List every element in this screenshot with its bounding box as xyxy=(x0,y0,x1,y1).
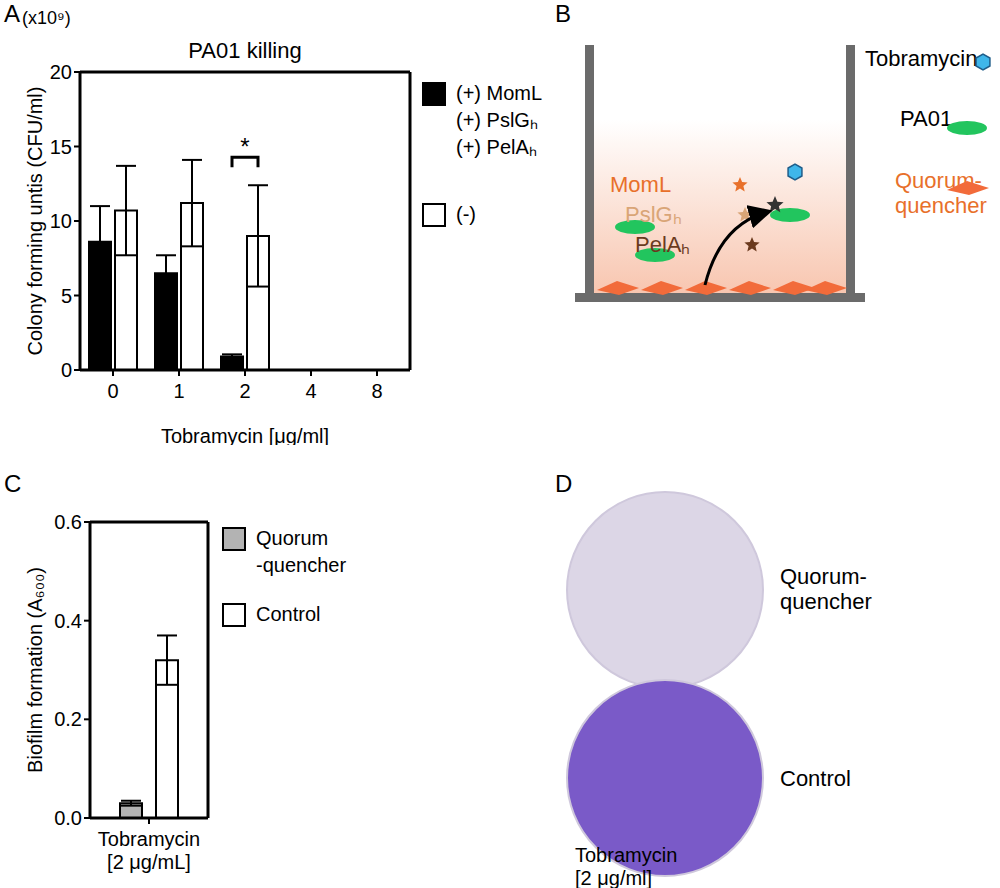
svg-text:MomL: MomL xyxy=(610,172,671,197)
html-text:C: C xyxy=(4,470,22,497)
svg-text:0.4: 0.4 xyxy=(54,610,82,632)
svg-text:0.0: 0.0 xyxy=(54,807,82,829)
svg-text:D: D xyxy=(555,470,572,497)
svg-text:PslGₕ: PslGₕ xyxy=(625,202,682,227)
svg-text:Control: Control xyxy=(780,766,851,791)
svg-text:Tobramycin[2 μg/ml]: Tobramycin[2 μg/ml] xyxy=(575,844,677,888)
html-text:(+) MomL (+) PslGₕ (+) PelAₕ: (+) MomL (+) PslGₕ (+) PelAₕ xyxy=(456,82,543,158)
svg-text:0.2: 0.2 xyxy=(54,708,82,730)
svg-text:B: B xyxy=(555,0,571,27)
html-text:Quorum-: Quorum- xyxy=(895,168,982,193)
svg-text:4: 4 xyxy=(305,380,316,402)
svg-text:15: 15 xyxy=(50,136,72,158)
svg-text:Tobramycin [μg/ml]: Tobramycin [μg/ml] xyxy=(161,425,329,445)
svg-text:0: 0 xyxy=(61,359,72,381)
svg-text:0: 0 xyxy=(107,380,118,402)
svg-text:Tobramycin[2 μg/mL]: Tobramycin[2 μg/mL] xyxy=(98,828,200,873)
svg-text:PA01: PA01 xyxy=(900,106,952,131)
html-text:Control: Control xyxy=(256,603,321,625)
html-text:quencher: quencher xyxy=(895,193,987,219)
svg-text:20: 20 xyxy=(50,61,72,83)
svg-text:1: 1 xyxy=(173,380,184,402)
svg-text:10: 10 xyxy=(50,210,72,232)
svg-text:Colony forming untis (CFU/ml): Colony forming untis (CFU/ml) xyxy=(24,87,46,356)
svg-text:5: 5 xyxy=(61,285,72,307)
svg-text:PelAₕ: PelAₕ xyxy=(635,232,690,257)
html-text:A(x10⁹): A(x10⁹) xyxy=(4,0,71,28)
svg-text:Quorum-quencher: Quorum-quencher xyxy=(780,564,872,614)
svg-text:8: 8 xyxy=(371,380,382,402)
svg-text:Tobramycin: Tobramycin xyxy=(865,46,977,71)
html-text:Quorum -quencher: Quorum -quencher xyxy=(256,527,347,576)
svg-text:Biofilm formation (A₆₀₀): Biofilm formation (A₆₀₀) xyxy=(24,567,46,773)
html-text:PA01 killing: PA01 killing xyxy=(188,38,302,63)
svg-text:*: * xyxy=(240,133,249,160)
svg-text:2: 2 xyxy=(239,380,250,402)
svg-text:0.6: 0.6 xyxy=(54,511,82,533)
